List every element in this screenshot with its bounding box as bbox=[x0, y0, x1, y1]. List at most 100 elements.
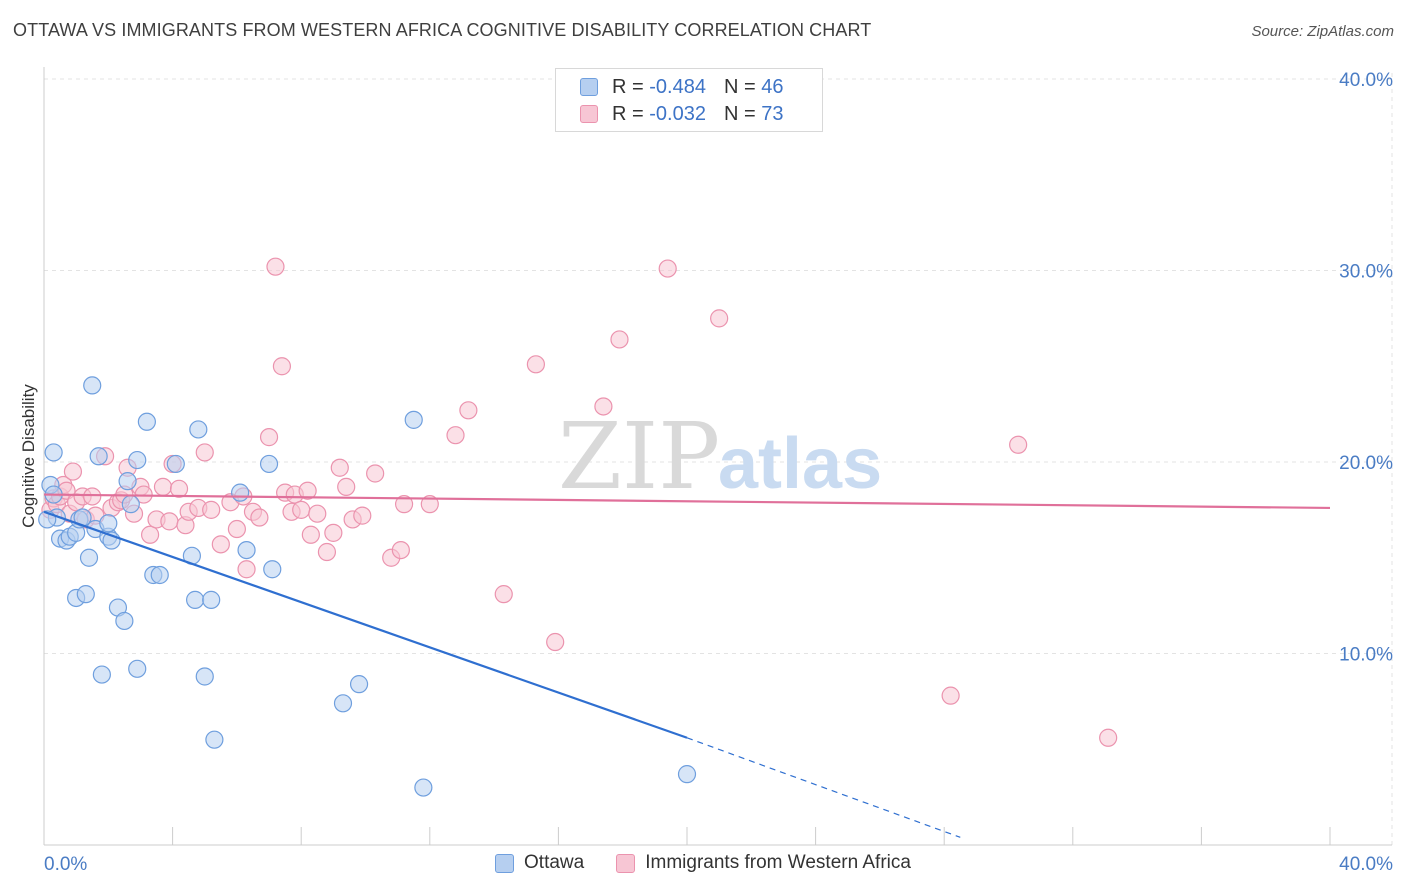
point-ottawa bbox=[92, 665, 111, 684]
chart-title: OTTAWA VS IMMIGRANTS FROM WESTERN AFRICA… bbox=[13, 20, 872, 40]
wa-n-value: 73 bbox=[761, 102, 784, 125]
point-western-africa bbox=[526, 355, 545, 374]
point-ottawa bbox=[189, 420, 208, 439]
point-western-africa bbox=[337, 477, 356, 496]
point-ottawa bbox=[79, 548, 99, 567]
trendlines bbox=[43, 493, 1331, 838]
point-ottawa bbox=[237, 540, 256, 560]
point-ottawa bbox=[128, 450, 147, 470]
point-ottawa bbox=[99, 514, 118, 533]
trendline-western-africa bbox=[43, 493, 1331, 510]
point-western-africa bbox=[250, 508, 269, 527]
legend-item-ottawa: Ottawa bbox=[495, 852, 584, 874]
point-ottawa bbox=[259, 454, 279, 474]
point-western-africa bbox=[446, 426, 465, 445]
point-ottawa bbox=[121, 495, 140, 514]
watermark-zip: ZIP bbox=[558, 403, 720, 510]
series-legend: Ottawa Immigrants from Western Africa bbox=[0, 852, 1406, 874]
point-western-africa bbox=[160, 512, 179, 531]
point-ottawa bbox=[349, 675, 369, 694]
point-western-africa bbox=[546, 632, 565, 652]
point-ottawa bbox=[186, 590, 205, 609]
point-western-africa bbox=[330, 458, 349, 477]
point-western-africa bbox=[391, 540, 410, 560]
point-western-africa bbox=[153, 477, 173, 496]
point-western-africa bbox=[366, 464, 385, 483]
western-africa-swatch bbox=[580, 105, 598, 123]
y-axis-label: Cognitive Disability bbox=[19, 384, 38, 528]
point-western-africa bbox=[259, 428, 279, 447]
y-tick-label: 10.0% bbox=[1339, 645, 1393, 666]
point-western-africa bbox=[1009, 435, 1028, 454]
point-ottawa bbox=[83, 376, 102, 395]
point-ottawa bbox=[414, 778, 433, 797]
point-western-africa bbox=[317, 542, 337, 562]
point-ottawa bbox=[205, 730, 224, 749]
point-ottawa bbox=[118, 472, 137, 491]
ottawa-n-label: N = bbox=[723, 75, 756, 98]
point-ottawa bbox=[202, 590, 221, 609]
point-western-africa bbox=[941, 686, 960, 705]
point-ottawa bbox=[115, 611, 134, 631]
ottawa-swatch bbox=[580, 78, 598, 96]
point-ottawa bbox=[76, 585, 95, 604]
point-western-africa bbox=[169, 479, 189, 498]
ottawa-n-value: 46 bbox=[761, 75, 784, 98]
y-tick-label: 40.0% bbox=[1339, 70, 1393, 91]
point-ottawa bbox=[195, 667, 214, 686]
point-western-africa bbox=[140, 525, 160, 544]
ottawa-r-value: -0.484 bbox=[649, 75, 706, 98]
legend-row-ottawa: R = -0.484 N = 46 bbox=[580, 74, 783, 100]
point-ottawa bbox=[166, 454, 185, 474]
point-ottawa bbox=[150, 565, 169, 585]
point-western-africa bbox=[610, 330, 629, 349]
tick-labels: 10.0% 20.0% 30.0% 40.0% 0.0% 40.0% bbox=[44, 70, 1393, 875]
legend-row-western-africa: R = -0.032 N = 73 bbox=[580, 101, 783, 127]
wa-r-value: -0.032 bbox=[649, 102, 706, 125]
y-tick-label: 30.0% bbox=[1339, 262, 1393, 283]
correlation-legend: R = -0.484 N = 46 R = -0.032 N = 73 bbox=[555, 68, 823, 132]
watermark: ZIP atlas bbox=[558, 403, 882, 510]
point-ottawa bbox=[231, 483, 250, 502]
legend-swatch-ottawa bbox=[495, 853, 515, 873]
watermark-atlas: atlas bbox=[718, 424, 882, 504]
point-western-africa bbox=[202, 500, 221, 519]
point-western-africa bbox=[308, 504, 327, 523]
point-western-africa bbox=[658, 259, 677, 278]
point-western-africa bbox=[494, 585, 513, 604]
point-ottawa bbox=[44, 443, 63, 462]
point-western-africa bbox=[227, 519, 246, 539]
x-tick-label-min: 0.0% bbox=[44, 854, 87, 875]
series-ottawa bbox=[38, 376, 697, 797]
source-label: Source: ZipAtlas.com bbox=[1251, 23, 1394, 40]
legend-label-western-africa: Immigrants from Western Africa bbox=[645, 852, 911, 873]
trendline-ottawa bbox=[43, 510, 688, 739]
y-tick-label: 20.0% bbox=[1339, 453, 1393, 474]
legend-item-western-africa: Immigrants from Western Africa bbox=[616, 852, 911, 874]
point-western-africa bbox=[394, 495, 414, 514]
ottawa-r-label: R = bbox=[612, 75, 644, 98]
point-western-africa bbox=[301, 525, 320, 544]
point-western-africa bbox=[459, 401, 478, 420]
legend-swatch-western-africa bbox=[616, 853, 636, 873]
x-tick-label-max: 40.0% bbox=[1339, 854, 1393, 875]
wa-r-label: R = bbox=[612, 102, 644, 125]
point-western-africa bbox=[83, 487, 102, 506]
point-western-africa bbox=[211, 535, 230, 554]
point-western-africa bbox=[195, 443, 214, 462]
point-western-africa bbox=[1099, 728, 1118, 747]
wa-n-label: N = bbox=[723, 102, 756, 125]
point-ottawa bbox=[404, 410, 423, 429]
point-western-africa bbox=[420, 495, 439, 514]
point-western-africa bbox=[292, 500, 311, 519]
point-ottawa bbox=[333, 694, 353, 713]
point-ottawa bbox=[263, 560, 282, 579]
point-western-africa bbox=[710, 309, 729, 328]
point-western-africa bbox=[63, 462, 83, 481]
point-ottawa bbox=[128, 659, 147, 678]
axes bbox=[43, 67, 1392, 846]
point-western-africa bbox=[324, 523, 343, 542]
point-western-africa bbox=[237, 560, 256, 579]
point-western-africa bbox=[298, 481, 317, 500]
